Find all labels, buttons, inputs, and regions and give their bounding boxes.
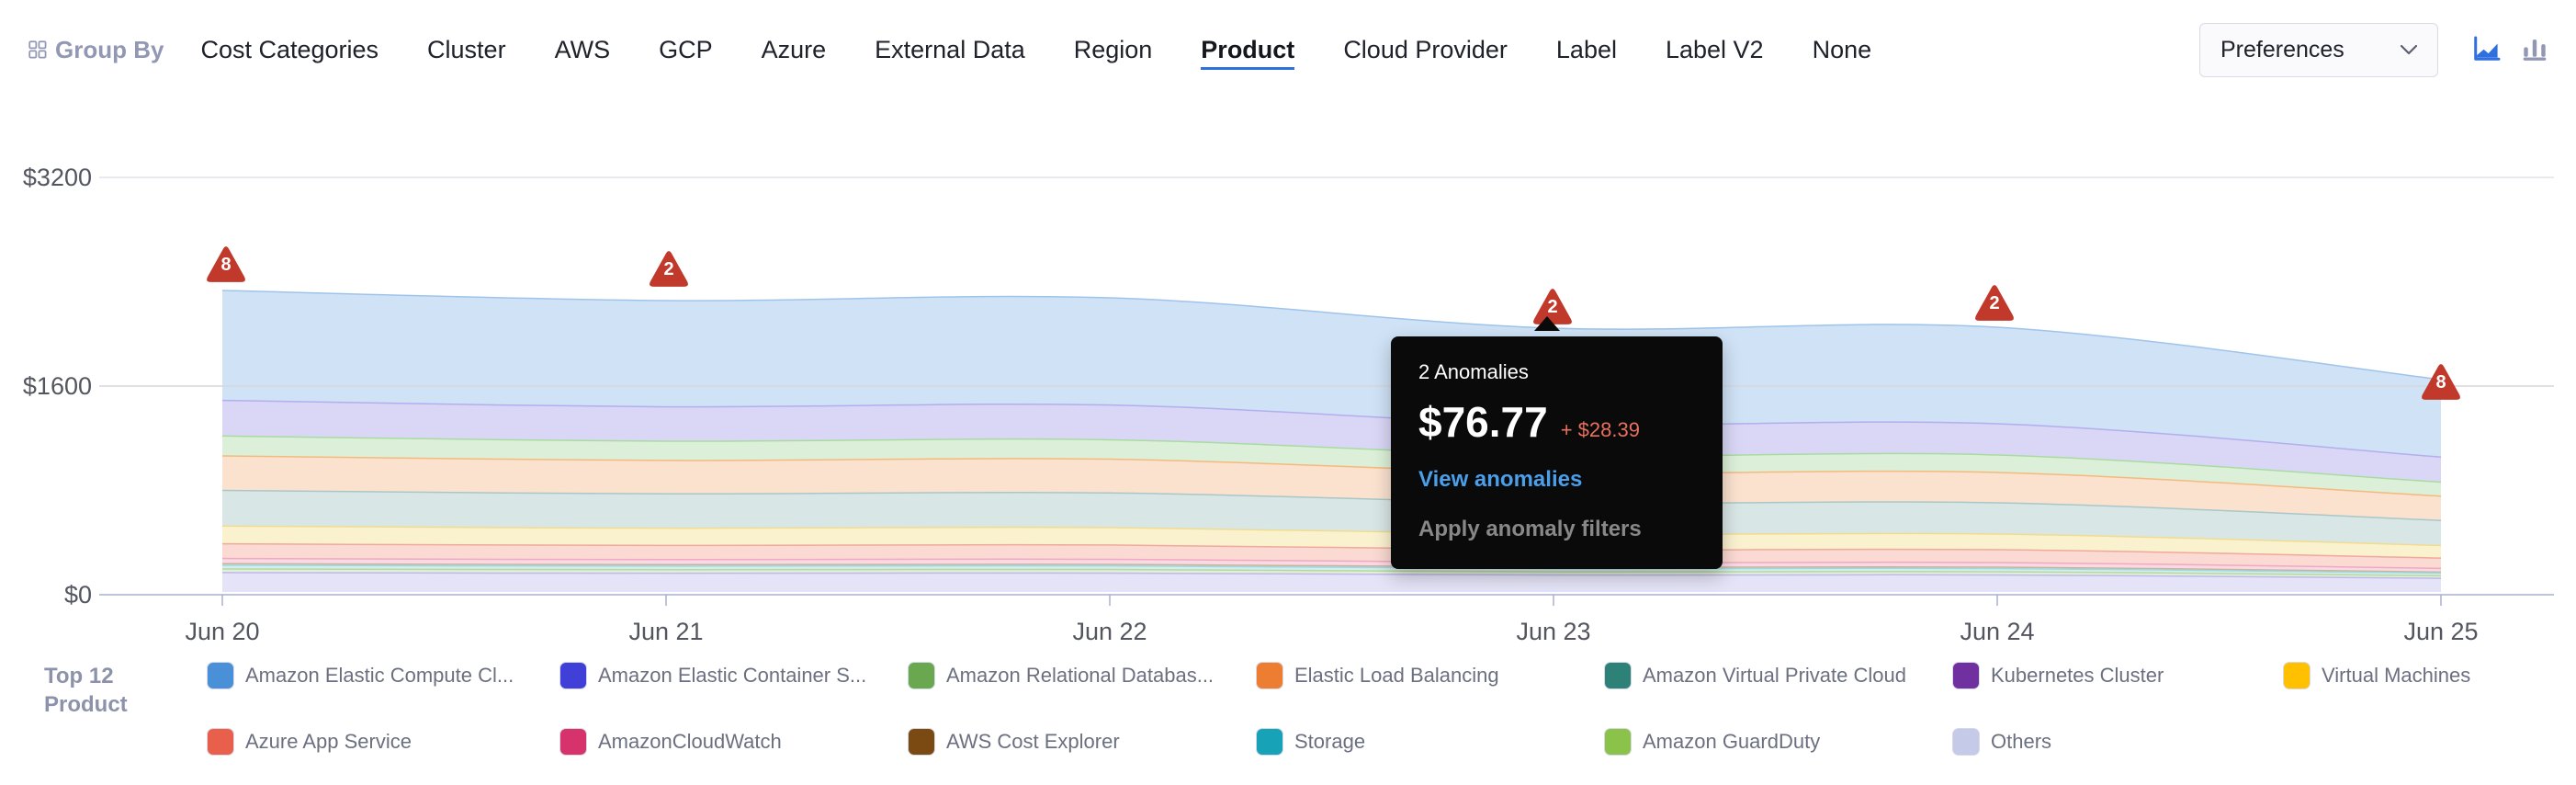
- svg-text:8: 8: [220, 255, 231, 275]
- svg-text:Jun 21: Jun 21: [628, 618, 703, 645]
- svg-text:Jun 22: Jun 22: [1072, 618, 1147, 645]
- svg-text:8: 8: [2435, 372, 2446, 392]
- svg-text:$1600: $1600: [23, 372, 92, 400]
- svg-text:$0: $0: [64, 581, 92, 609]
- svg-text:$3200: $3200: [23, 164, 92, 191]
- svg-text:Jun 25: Jun 25: [2403, 618, 2478, 645]
- svg-text:Jun 23: Jun 23: [1516, 618, 1590, 645]
- svg-text:2: 2: [1989, 293, 1999, 313]
- svg-text:Jun 24: Jun 24: [1960, 618, 2034, 645]
- svg-text:Jun 20: Jun 20: [185, 618, 259, 645]
- svg-text:2: 2: [663, 259, 673, 279]
- svg-text:2: 2: [1547, 297, 1557, 317]
